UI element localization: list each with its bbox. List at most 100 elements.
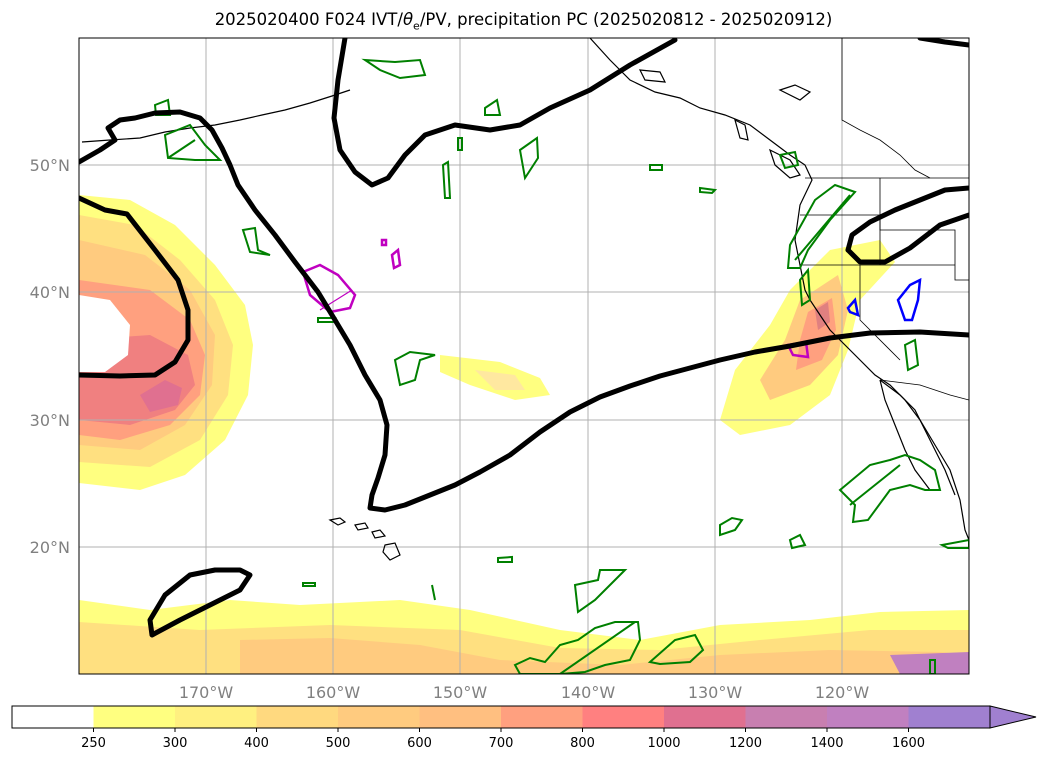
precip-14 (798, 267, 812, 307)
ivt-west-1000 (140, 380, 182, 412)
precip-22 (302, 582, 316, 587)
pv-2 (331, 38, 678, 188)
colorbar-label: 600 (407, 736, 432, 751)
colorbar-segment (256, 706, 339, 728)
precip-12 (778, 150, 800, 170)
precip-13b (794, 194, 851, 261)
colorbar-segment (827, 706, 909, 728)
pv-4 (845, 185, 969, 253)
theta-e-6 (846, 297, 860, 317)
map-frame (78, 37, 970, 675)
colorbar-segment (745, 706, 828, 728)
hawaii-1 (328, 517, 347, 526)
precip-16b (849, 464, 901, 506)
colorbar-segment (664, 706, 746, 728)
colorbar-label: 1000 (647, 736, 680, 751)
precip-8 (518, 136, 540, 181)
theta-e-5 (896, 277, 922, 322)
hawaii-4 (382, 542, 401, 561)
precip-24 (513, 621, 642, 674)
pv-5 (147, 567, 253, 638)
lat-tick-labels: 20°N 30°N 40°N 50°N (30, 156, 70, 557)
precip-27 (317, 317, 337, 323)
pv-contours (79, 38, 969, 638)
baja-coast (879, 379, 931, 491)
lat-tick-40n: 40°N (30, 283, 70, 302)
precip-2b (167, 139, 196, 159)
lon-tick-150w: 150°W (433, 683, 488, 702)
precip-7 (441, 160, 452, 199)
mexico-border (879, 379, 969, 401)
ivt-shading (79, 195, 969, 674)
lon-tick-170w: 170°W (179, 683, 234, 702)
colorbar-extend-arrow (989, 705, 1037, 729)
state-border-4 (879, 178, 969, 281)
title-suffix: /PV, precipitation PC (2025020812 - 2025… (419, 10, 833, 29)
alaska-island (778, 84, 812, 101)
precip-21 (497, 555, 513, 563)
colorbar-label: 500 (326, 736, 351, 751)
precip-23 (431, 584, 436, 601)
precip-11 (699, 186, 718, 195)
gulf-california (879, 379, 956, 496)
precip-5 (484, 98, 502, 116)
ivt-west-clear (79, 295, 130, 372)
ivt-central-core (475, 370, 525, 390)
colorbar-segment (175, 706, 257, 728)
title-prefix: 2025020400 F024 IVT/ (214, 10, 403, 29)
aleutian-coast (81, 89, 351, 143)
title-theta: θ (402, 10, 414, 29)
hawaii-3 (371, 529, 387, 539)
theta-e-2 (390, 247, 402, 270)
colorbar-label: 300 (163, 736, 188, 751)
precip-9 (393, 350, 436, 387)
precip-17 (719, 516, 744, 537)
lon-tick-120w: 120°W (815, 683, 870, 702)
lon-tick-140w: 140°W (561, 683, 616, 702)
pv-1 (79, 109, 969, 513)
colorbar-label: 400 (244, 736, 269, 751)
colorbar-segment (12, 706, 94, 728)
haida-gwaii (734, 118, 749, 141)
theta-e-3 (380, 238, 388, 247)
precip-contours (153, 58, 969, 674)
colorbar-segment (582, 706, 665, 728)
precip-4 (361, 58, 427, 80)
colorbar-label: 700 (489, 736, 514, 751)
precip-15 (903, 338, 920, 372)
lat-tick-20n: 20°N (30, 538, 70, 557)
precip-3 (241, 226, 271, 256)
hawaii-2 (354, 522, 369, 531)
graticule (79, 38, 969, 674)
colorbar-segment (338, 706, 420, 728)
map-panel (79, 38, 969, 674)
colorbar-label: 250 (81, 736, 106, 751)
pv-3 (79, 195, 191, 379)
precip-26 (929, 659, 936, 674)
colorbar-label: 1600 (892, 736, 925, 751)
precip-6 (457, 137, 463, 151)
colorbar-label: 1200 (729, 736, 762, 751)
precip-24b (559, 621, 636, 674)
colorbar-segment (501, 706, 583, 728)
colorbar-segment (908, 706, 991, 728)
lat-tick-30n: 30°N (30, 411, 70, 430)
theta-e-1 (301, 263, 357, 314)
map-title: 2025020400 F024 IVT/θe/PV, precipitation… (0, 10, 1047, 32)
pv-4b (845, 212, 969, 265)
alaska-island-2 (638, 69, 667, 83)
ivt-east-1000 (815, 302, 830, 330)
precip-19 (938, 538, 969, 549)
lon-tick-130w: 130°W (688, 683, 743, 702)
colorbar-label: 1400 (810, 736, 843, 751)
colorbar-segment (93, 706, 176, 728)
lat-tick-50n: 50°N (30, 156, 70, 175)
colorbar-segment (419, 706, 502, 728)
precip-10 (649, 164, 663, 171)
vancouver-island (768, 148, 801, 179)
ivt-south-500 (240, 638, 969, 674)
title-sub: e (413, 19, 420, 33)
alaska-canada-border (841, 38, 931, 179)
colorbar: 250 300 400 500 600 700 800 1000 1200 1400 1600 (11, 705, 1037, 751)
